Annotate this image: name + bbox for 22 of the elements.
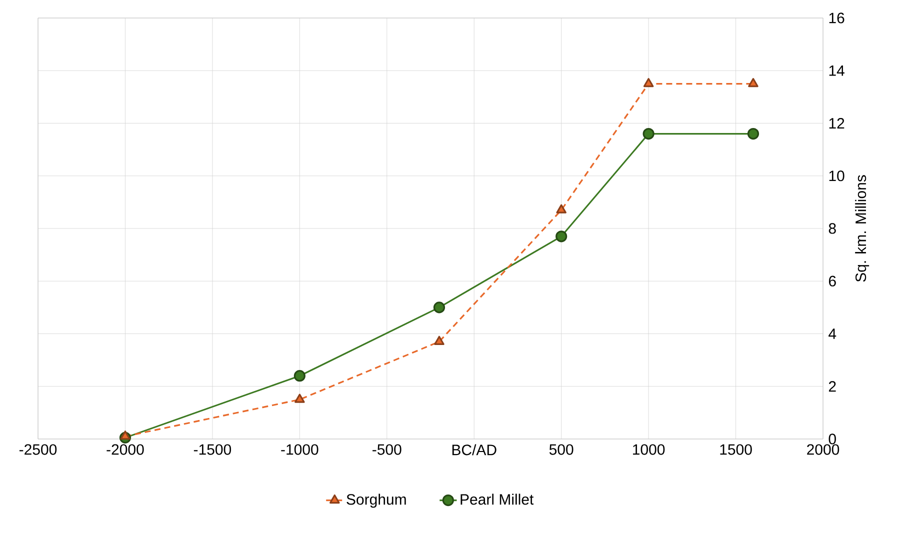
x-tick-label: 500: [549, 444, 574, 455]
x-tick-label: -500: [372, 444, 402, 455]
legend-label: Sorghum: [346, 494, 406, 508]
y-tick-label: 16: [829, 12, 844, 24]
y-axis-title: Sq. km. Millions: [855, 175, 870, 282]
x-tick-label: BC/AD: [452, 444, 496, 456]
y-tick-label: 4: [828, 328, 836, 339]
x-tick-label: 2000: [807, 444, 840, 455]
y-tick-label: 2: [828, 381, 836, 392]
legend-label: Pearl Millet: [460, 494, 534, 505]
x-tick-label: 1000: [633, 444, 665, 455]
y-tick-label: 12: [829, 118, 844, 128]
x-tick-label: 1500: [720, 444, 752, 455]
x-tick-label: -1500: [194, 444, 232, 455]
x-tick-label: -1000: [281, 444, 318, 455]
y-tick-label: 10: [829, 170, 844, 182]
x-tick-label: -2000: [106, 444, 144, 455]
y-tick-label: 8: [828, 223, 836, 234]
x-tick-label: -2500: [19, 444, 57, 455]
y-tick-label: 6: [828, 276, 836, 286]
y-tick-label: 0: [828, 434, 836, 444]
y-tick-label: 14: [829, 65, 844, 76]
